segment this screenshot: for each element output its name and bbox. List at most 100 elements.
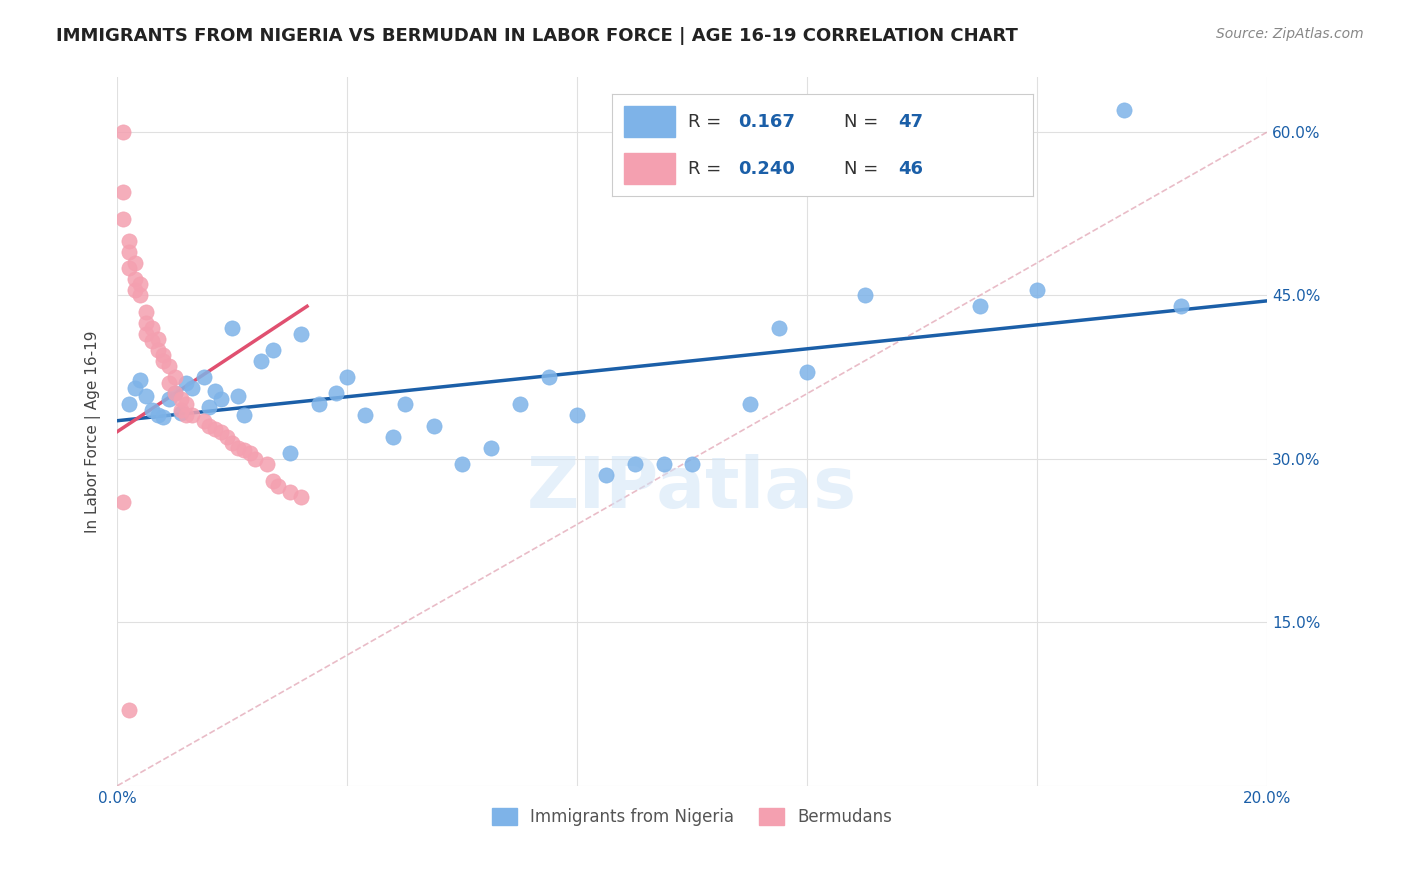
Point [1112, 103, 1135, 117]
Point [336, 370, 359, 384]
Point [146, 409, 169, 423]
Point [152, 410, 174, 425]
Point [215, 430, 238, 444]
Legend: Immigrants from Nigeria, Bermudans: Immigrants from Nigeria, Bermudans [484, 799, 901, 834]
Point [1170, 299, 1192, 313]
Point [221, 435, 243, 450]
Point [623, 458, 645, 472]
Point [152, 348, 174, 362]
Point [141, 321, 163, 335]
Point [221, 321, 243, 335]
Point [1026, 283, 1049, 297]
Point [118, 234, 141, 248]
Text: 47: 47 [898, 113, 924, 131]
Point [382, 430, 405, 444]
Point [152, 353, 174, 368]
Point [129, 277, 152, 292]
Point [169, 392, 191, 406]
Point [129, 288, 152, 302]
Point [181, 381, 204, 395]
Point [267, 479, 290, 493]
Point [135, 326, 157, 341]
Point [537, 370, 560, 384]
Point [157, 376, 180, 390]
Point [969, 299, 991, 313]
Point [308, 397, 330, 411]
Point [738, 397, 761, 411]
Point [174, 409, 197, 423]
Point [193, 414, 215, 428]
Point [169, 406, 191, 420]
Point [157, 359, 180, 374]
Bar [624, 106, 675, 136]
Text: N =: N = [844, 113, 883, 131]
Point [141, 334, 163, 348]
Point [198, 419, 221, 434]
Point [250, 353, 273, 368]
Point [124, 272, 146, 286]
Point [681, 458, 703, 472]
Point [135, 316, 157, 330]
Point [232, 409, 254, 423]
Point [768, 321, 790, 335]
Point [278, 446, 301, 460]
Point [141, 402, 163, 417]
Point [111, 185, 134, 199]
Point [353, 409, 375, 423]
Text: Source: ZipAtlas.com: Source: ZipAtlas.com [1216, 27, 1364, 41]
Point [124, 256, 146, 270]
Text: IMMIGRANTS FROM NIGERIA VS BERMUDAN IN LABOR FORCE | AGE 16-19 CORRELATION CHART: IMMIGRANTS FROM NIGERIA VS BERMUDAN IN L… [56, 27, 1018, 45]
Point [163, 370, 186, 384]
Point [129, 373, 152, 387]
Point [204, 422, 226, 436]
Point [204, 384, 226, 399]
Point [118, 261, 141, 276]
Point [325, 386, 347, 401]
Text: N =: N = [844, 160, 883, 178]
Point [226, 389, 249, 403]
Point [111, 212, 134, 227]
Point [157, 392, 180, 406]
Text: 46: 46 [898, 160, 924, 178]
Point [209, 392, 232, 406]
Point [174, 376, 197, 390]
Bar [624, 153, 675, 184]
Y-axis label: In Labor Force | Age 16-19: In Labor Force | Age 16-19 [86, 330, 101, 533]
Point [652, 458, 675, 472]
Text: ZIPatlas: ZIPatlas [527, 454, 858, 523]
Point [181, 409, 204, 423]
Point [111, 125, 134, 139]
Point [451, 458, 474, 472]
Point [232, 443, 254, 458]
Point [238, 446, 260, 460]
Point [595, 468, 617, 483]
Point [169, 402, 191, 417]
Point [262, 474, 284, 488]
Point [422, 419, 444, 434]
Text: R =: R = [688, 113, 727, 131]
Point [796, 365, 818, 379]
Point [567, 409, 589, 423]
Point [245, 451, 267, 466]
Point [118, 244, 141, 259]
Point [290, 326, 312, 341]
Point [256, 458, 278, 472]
Point [111, 495, 134, 509]
Point [290, 490, 312, 504]
Point [262, 343, 284, 357]
Point [198, 400, 221, 414]
Point [479, 441, 502, 455]
Point [124, 381, 146, 395]
Point [135, 304, 157, 318]
Text: R =: R = [688, 160, 727, 178]
Point [193, 370, 215, 384]
Point [209, 425, 232, 439]
Point [509, 397, 531, 411]
Point [146, 343, 169, 357]
Point [135, 389, 157, 403]
Point [174, 397, 197, 411]
Point [124, 283, 146, 297]
Point [853, 288, 876, 302]
Point [146, 332, 169, 346]
Text: 0.167: 0.167 [738, 113, 794, 131]
